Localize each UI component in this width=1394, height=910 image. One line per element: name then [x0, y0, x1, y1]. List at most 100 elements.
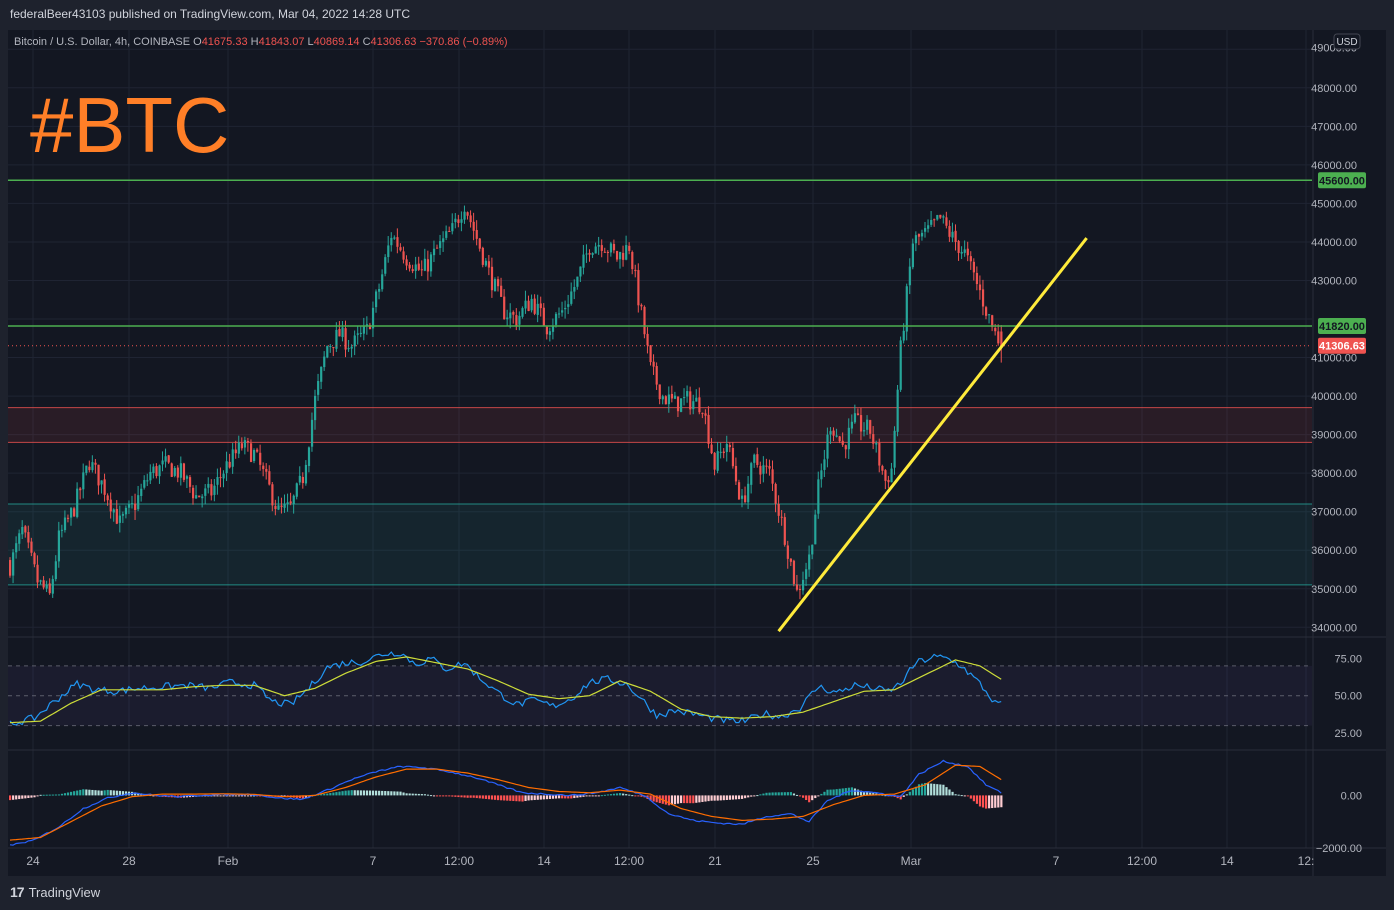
macd-hist-bar	[640, 795, 643, 797]
macd-hist-bar	[692, 795, 695, 804]
candle-body	[747, 483, 750, 503]
macd-hist-bar	[155, 795, 158, 797]
macd-hist-bar	[942, 784, 945, 796]
candle-body	[704, 413, 707, 416]
macd-tick-label: −2000.00	[1316, 843, 1362, 855]
macd-hist-bar	[231, 795, 234, 797]
candle-body	[808, 554, 811, 570]
macd-hist-bar	[768, 792, 771, 796]
tradingview-brand: TradingView	[28, 884, 101, 900]
macd-hist-bar	[457, 795, 460, 798]
macd-hist-bar	[436, 795, 439, 797]
macd-hist-bar	[240, 795, 243, 797]
candle-body	[939, 214, 942, 218]
chart-frame[interactable]: #BTC 48000.00 47000.00 46000.00 45000.00 4400…	[8, 30, 1386, 876]
macd-hist-bar	[951, 791, 954, 796]
time-tick-label: 14	[1220, 854, 1234, 868]
candle-body	[954, 230, 957, 243]
candle-body	[619, 252, 622, 260]
macd-hist-bar	[930, 783, 933, 796]
macd-hist-bar	[826, 789, 829, 796]
macd-hist-bar	[558, 795, 561, 799]
candle-body	[805, 569, 808, 579]
candle-body	[981, 289, 985, 307]
tradingview-logo[interactable]: 17 TradingView	[10, 884, 100, 900]
candle-body	[457, 219, 460, 223]
candle-body	[957, 240, 960, 253]
candle-body	[920, 232, 924, 237]
candle-body	[960, 251, 963, 254]
candle-body	[609, 243, 613, 253]
candle-body	[899, 340, 902, 390]
macd-hist-bar	[835, 789, 838, 796]
candle-body	[692, 401, 695, 410]
candle-body	[237, 442, 240, 454]
macd-hist-bar	[756, 795, 759, 797]
candle-body	[515, 315, 518, 326]
candle-body	[878, 442, 881, 466]
candle-body	[829, 431, 832, 435]
macd-hist-bar	[917, 784, 921, 796]
macd-hist-bar	[164, 795, 167, 798]
candle-body	[856, 413, 860, 416]
candle-body	[481, 247, 484, 265]
macd-hist-bar	[936, 784, 939, 796]
candle-body	[847, 427, 850, 450]
macd-hist-bar	[884, 795, 887, 797]
macd-hist-bar	[24, 795, 27, 799]
candle-body	[222, 473, 225, 479]
macd-hist-bar	[15, 795, 18, 800]
macd-hist-bar	[582, 795, 585, 797]
macd-hist-bar	[88, 789, 91, 796]
macd-hist-bar	[612, 793, 616, 796]
candle-body	[680, 398, 683, 412]
candle-body	[341, 327, 344, 338]
candle-body	[661, 396, 664, 400]
candle-body	[716, 451, 719, 471]
candle-body	[792, 560, 796, 584]
macd-hist-bar	[259, 795, 262, 797]
candle-body	[253, 450, 256, 462]
currency-button-label[interactable]: USD	[1336, 37, 1357, 48]
macd-hist-bar	[795, 794, 799, 796]
macd-hist-bar	[134, 792, 137, 796]
candle-body	[243, 440, 247, 448]
candle-body	[765, 465, 768, 467]
macd-hist-bar	[57, 794, 60, 796]
macd-hist-bar	[975, 795, 979, 804]
candle-body	[573, 287, 576, 292]
candle-body	[911, 243, 914, 268]
macd-hist-bar	[94, 790, 97, 796]
candle-body	[439, 241, 442, 248]
macd-hist-bar	[954, 794, 957, 796]
macd-hist-bar	[542, 795, 545, 800]
candle-body	[963, 249, 966, 253]
macd-hist-bar	[750, 795, 753, 797]
macd-hist-bar	[27, 795, 30, 799]
macd-hist-bar	[609, 794, 613, 796]
candle-body	[460, 219, 463, 223]
candle-body	[301, 476, 304, 484]
candle-body	[753, 454, 756, 463]
macd-hist-bar	[863, 791, 866, 796]
macd-hist-bar	[66, 792, 70, 796]
macd-hist-bar	[371, 790, 375, 796]
price-tick-label: 46000.00	[1311, 160, 1357, 172]
chart-svg[interactable]: #BTC 48000.00 47000.00 46000.00 45000.00 4400…	[8, 30, 1386, 876]
macd-hist-bar	[573, 795, 576, 799]
macd-hist-bar	[451, 795, 454, 797]
candle-body	[396, 237, 399, 247]
candle-body	[283, 503, 286, 508]
candle-body	[487, 261, 491, 268]
candle-body	[466, 212, 469, 216]
candle-body	[228, 461, 231, 468]
candle-body	[451, 223, 454, 232]
candle-body	[57, 530, 60, 562]
candle-body	[649, 345, 652, 363]
candle-body	[588, 252, 591, 255]
time-tick-label: Feb	[218, 854, 239, 868]
candle-body	[771, 469, 774, 484]
rsi-tick-label: 75.00	[1334, 653, 1362, 665]
macd-hist-bar	[170, 795, 173, 798]
watermark-text: #BTC	[30, 81, 229, 169]
